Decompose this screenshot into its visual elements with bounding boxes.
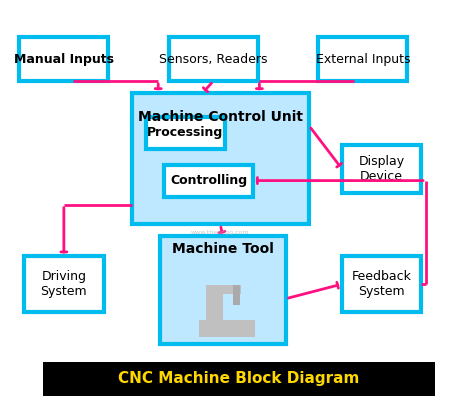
Text: Sensors, Readers: Sensors, Readers — [159, 53, 268, 66]
FancyBboxPatch shape — [132, 93, 309, 225]
Text: CNC Machine Block Diagram: CNC Machine Block Diagram — [118, 371, 360, 386]
Text: Machine Tool: Machine Tool — [172, 242, 273, 256]
FancyBboxPatch shape — [169, 37, 258, 81]
FancyBboxPatch shape — [200, 320, 255, 338]
FancyBboxPatch shape — [233, 285, 240, 305]
Text: www.theengg.com: www.theengg.com — [191, 230, 250, 235]
FancyBboxPatch shape — [206, 294, 223, 320]
FancyBboxPatch shape — [19, 37, 108, 81]
Text: Machine Control Unit: Machine Control Unit — [138, 109, 303, 124]
Text: Processing: Processing — [147, 126, 223, 139]
FancyBboxPatch shape — [160, 236, 286, 344]
FancyBboxPatch shape — [43, 362, 435, 396]
FancyBboxPatch shape — [342, 145, 421, 192]
Text: External Inputs: External Inputs — [316, 53, 410, 66]
FancyBboxPatch shape — [24, 256, 104, 312]
FancyBboxPatch shape — [319, 37, 407, 81]
FancyBboxPatch shape — [164, 165, 253, 196]
FancyBboxPatch shape — [342, 256, 421, 312]
FancyBboxPatch shape — [206, 285, 241, 294]
Text: Manual Inputs: Manual Inputs — [14, 53, 114, 66]
Text: Controlling: Controlling — [170, 174, 247, 187]
Text: Feedback
System: Feedback System — [352, 270, 411, 298]
Text: Driving
System: Driving System — [41, 270, 87, 298]
FancyBboxPatch shape — [146, 117, 225, 149]
Text: Display
Device: Display Device — [358, 155, 405, 182]
